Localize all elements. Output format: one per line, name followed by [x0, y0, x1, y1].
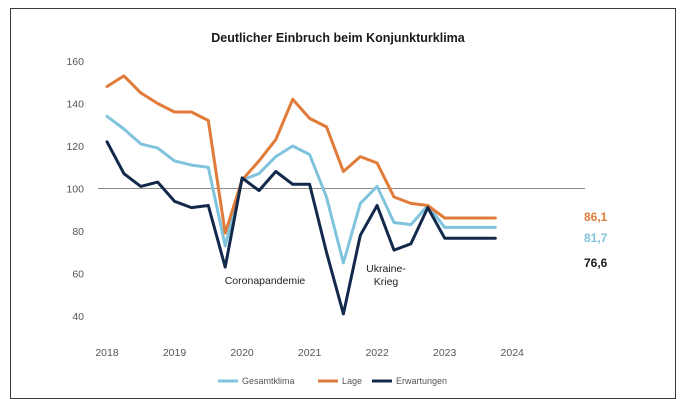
x-tick-label: 2022 [365, 347, 389, 359]
y-tick-label: 140 [66, 99, 84, 111]
y-tick-label: 100 [66, 184, 84, 196]
y-tick-label: 60 [72, 269, 84, 281]
legend: Gesamtklima Lage Erwartungen [218, 376, 447, 386]
y-tick-label: 80 [72, 226, 84, 238]
x-tick-label: 2019 [163, 347, 187, 359]
annotations: Coronapandemie Ukraine-Krieg [225, 263, 407, 288]
end-label-erwartungen: 76,6 [584, 256, 608, 270]
end-label-gesamtklima: 81,7 [584, 231, 608, 245]
end-labels: 81,7 86,1 76,6 [584, 210, 608, 270]
x-tick-label: 2020 [230, 347, 254, 359]
end-label-lage: 86,1 [584, 210, 608, 224]
chart-title: Deutlicher Einbruch beim Konjunkturklima [211, 31, 466, 45]
y-tick-label: 40 [72, 311, 84, 323]
chart-frame [10, 8, 676, 399]
legend-label-erwartungen: Erwartungen [396, 376, 447, 386]
x-axis: 2018 2019 2020 2021 2022 2023 2024 [95, 347, 524, 359]
x-tick-label: 2021 [298, 347, 322, 359]
legend-label-gesamtklima: Gesamtklima [242, 376, 295, 386]
y-tick-label: 160 [66, 56, 84, 68]
annotation-coronapandemie: Coronapandemie [225, 275, 306, 287]
series-line-erwartungen [105, 140, 497, 316]
series-line-lage [105, 74, 497, 235]
annotation-ukraine-krieg: Ukraine-Krieg [366, 263, 406, 288]
legend-label-lage: Lage [342, 376, 362, 386]
x-tick-label: 2024 [501, 347, 525, 359]
series-lines [105, 74, 497, 316]
y-tick-label: 120 [66, 141, 84, 153]
x-tick-label: 2023 [433, 347, 457, 359]
y-axis: 40 60 80 100 120 140 160 [66, 56, 84, 323]
x-tick-label: 2018 [95, 347, 119, 359]
